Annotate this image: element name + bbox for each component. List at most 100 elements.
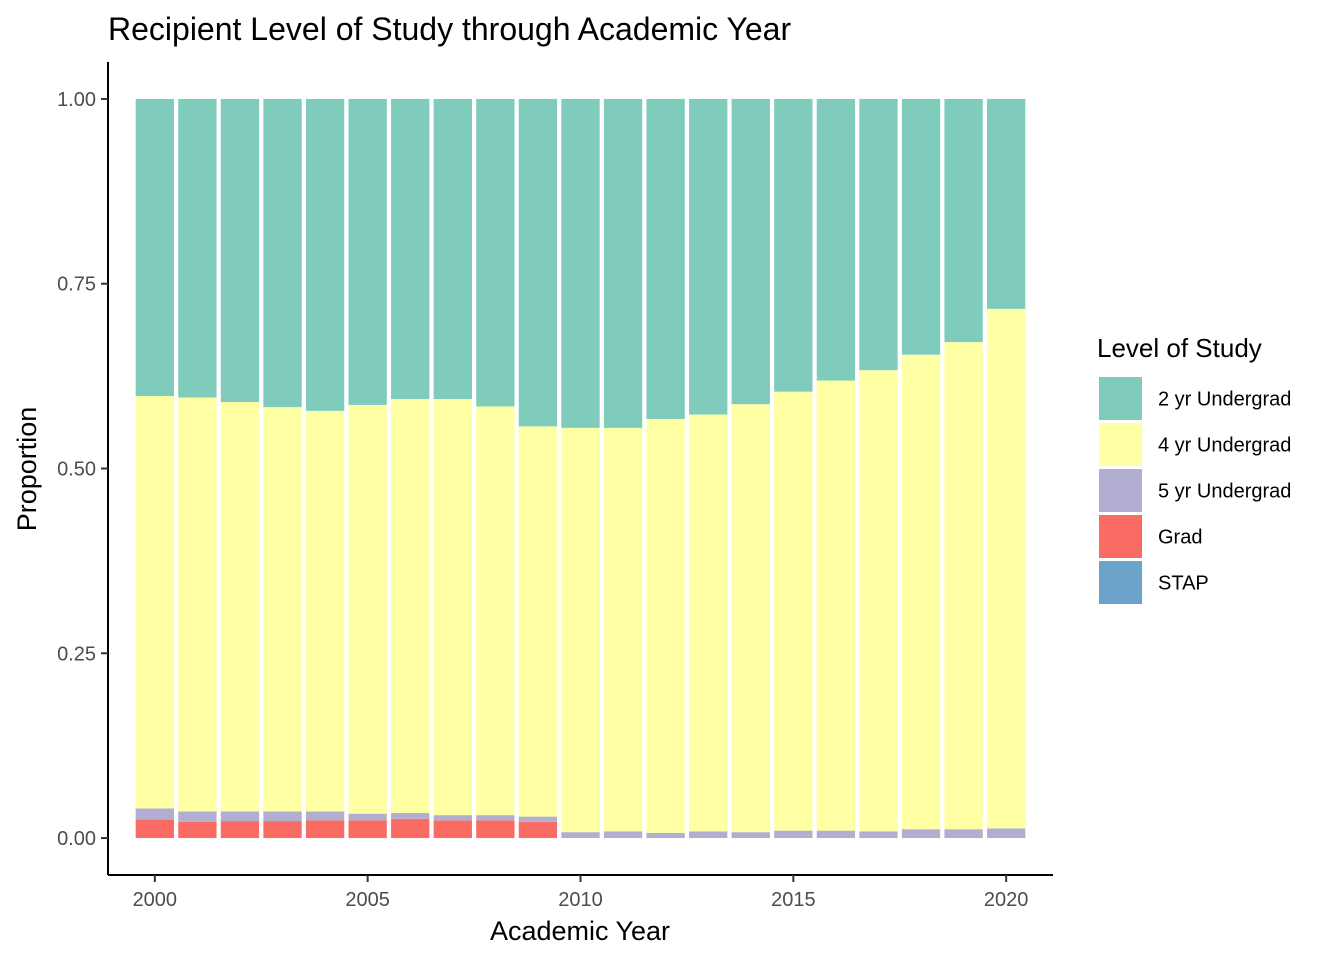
bar-segment-5-yr-undergrad-2004 <box>305 811 345 821</box>
bar-segment-2-yr-undergrad-2002 <box>220 98 260 402</box>
bar-segment-2-yr-undergrad-2015 <box>774 98 813 392</box>
bar-segment-4-yr-undergrad-2012 <box>646 418 685 833</box>
bar-segment-2-yr-undergrad-2007 <box>433 98 472 400</box>
bar-segment-5-yr-undergrad-2005 <box>348 813 387 821</box>
bar-segment-5-yr-undergrad-2006 <box>391 812 430 819</box>
bar-segment-5-yr-undergrad-2016 <box>816 830 856 839</box>
bar-segment-5-yr-undergrad-2017 <box>859 831 898 839</box>
bar-segment-2-yr-undergrad-2018 <box>901 98 941 355</box>
bar-segment-5-yr-undergrad-2012 <box>646 832 685 839</box>
x-axis-label: Academic Year <box>490 916 670 946</box>
bar-segment-2-yr-undergrad-2001 <box>178 98 217 398</box>
bar-segment-4-yr-undergrad-2007 <box>433 399 472 816</box>
legend-label: 5 yr Undergrad <box>1158 481 1291 503</box>
bar-segment-4-yr-undergrad-2001 <box>178 397 217 812</box>
y-tick-label: 0.75 <box>57 274 96 296</box>
bar-segment-5-yr-undergrad-2002 <box>220 811 260 822</box>
legend-label: 4 yr Undergrad <box>1158 435 1291 457</box>
bar-segment-5-yr-undergrad-2001 <box>178 811 217 822</box>
bar-segment-2-yr-undergrad-2010 <box>561 98 600 428</box>
legend-title: Level of Study <box>1097 333 1262 363</box>
bar-segment-4-yr-undergrad-2002 <box>220 401 260 812</box>
x-tick-label: 2010 <box>558 889 603 911</box>
legend: 2 yr Undergrad 4 yr Undergrad 5 yr Undergr… <box>1099 377 1291 604</box>
x-tick-label: 2000 <box>133 889 178 911</box>
bar-segment-2-yr-undergrad-2005 <box>348 98 387 405</box>
bar-segment-4-yr-undergrad-2019 <box>944 342 983 830</box>
bar-segment-5-yr-undergrad-2008 <box>476 815 515 821</box>
bar-segment-2-yr-undergrad-2017 <box>859 98 898 371</box>
bar-segment-4-yr-undergrad-2018 <box>901 354 941 830</box>
bars-group <box>135 98 1026 839</box>
bar-segment-4-yr-undergrad-2016 <box>816 380 856 831</box>
bar-segment-2-yr-undergrad-2020 <box>987 98 1026 309</box>
bar-segment-4-yr-undergrad-2003 <box>263 407 302 812</box>
bar-segment-2-yr-undergrad-2019 <box>944 98 983 343</box>
bar-segment-5-yr-undergrad-2020 <box>987 828 1026 839</box>
bar-segment-4-yr-undergrad-2006 <box>391 399 430 813</box>
x-tick-label: 2020 <box>984 889 1029 911</box>
bar-segment-5-yr-undergrad-2011 <box>603 831 643 839</box>
bar-segment-5-yr-undergrad-2010 <box>561 832 600 839</box>
y-tick-label: 0.50 <box>57 459 96 481</box>
bar-segment-2-yr-undergrad-2011 <box>603 98 643 428</box>
bar-segment-grad-2008 <box>476 820 515 839</box>
bar-segment-2-yr-undergrad-2013 <box>689 98 728 415</box>
bar-segment-grad-2001 <box>178 821 217 839</box>
bar-segment-grad-2009 <box>518 821 558 839</box>
bar-segment-2-yr-undergrad-2004 <box>305 98 345 411</box>
bar-segment-grad-2002 <box>220 821 260 839</box>
chart-title: Recipient Level of Study through Academi… <box>108 11 791 47</box>
bar-segment-4-yr-undergrad-2017 <box>859 370 898 832</box>
x-tick-label: 2015 <box>771 889 816 911</box>
bar-segment-5-yr-undergrad-2014 <box>731 832 770 839</box>
y-tick-label: 0.25 <box>57 643 96 665</box>
bar-segment-4-yr-undergrad-2020 <box>987 308 1026 829</box>
bar-segment-4-yr-undergrad-2014 <box>731 404 770 833</box>
bar-segment-grad-2003 <box>263 821 302 839</box>
bar-segment-2-yr-undergrad-2003 <box>263 98 302 408</box>
bar-segment-2-yr-undergrad-2000 <box>135 98 174 397</box>
bar-segment-grad-2006 <box>391 818 430 839</box>
bar-segment-5-yr-undergrad-2018 <box>901 829 941 839</box>
bar-segment-2-yr-undergrad-2006 <box>391 98 430 400</box>
legend-key-2-yr-undergrad <box>1099 377 1142 420</box>
bar-segment-4-yr-undergrad-2009 <box>518 426 558 817</box>
bar-segment-5-yr-undergrad-2009 <box>518 816 558 822</box>
bar-segment-5-yr-undergrad-2003 <box>263 811 302 822</box>
bar-segment-grad-2005 <box>348 820 387 839</box>
bar-segment-5-yr-undergrad-2007 <box>433 815 472 821</box>
bar-segment-4-yr-undergrad-2010 <box>561 427 600 833</box>
y-tick-label: 0.00 <box>57 828 96 850</box>
bar-segment-4-yr-undergrad-2015 <box>774 391 813 831</box>
bar-segment-4-yr-undergrad-2011 <box>603 427 643 832</box>
bar-segment-4-yr-undergrad-2013 <box>689 414 728 832</box>
bar-segment-2-yr-undergrad-2016 <box>816 98 856 381</box>
bar-segment-2-yr-undergrad-2014 <box>731 98 770 405</box>
legend-label: Grad <box>1158 527 1202 549</box>
legend-key-stap <box>1099 561 1142 604</box>
bar-segment-grad-2004 <box>305 820 345 839</box>
y-tick-label: 1.00 <box>57 89 96 111</box>
x-tick-label: 2005 <box>345 889 390 911</box>
bar-segment-5-yr-undergrad-2019 <box>944 829 983 839</box>
bar-segment-2-yr-undergrad-2012 <box>646 98 685 419</box>
bar-segment-grad-2007 <box>433 820 472 839</box>
bar-segment-2-yr-undergrad-2008 <box>476 98 515 407</box>
legend-label: 2 yr Undergrad <box>1158 389 1291 411</box>
bar-segment-grad-2000 <box>135 819 174 839</box>
legend-key-grad <box>1099 515 1142 558</box>
legend-key-4-yr-undergrad <box>1099 423 1142 466</box>
bar-segment-4-yr-undergrad-2000 <box>135 396 174 809</box>
axes-group: 0.00 0.25 0.50 0.75 1.00 2000 2005 2010 2015 2020 <box>57 62 1053 911</box>
bar-segment-5-yr-undergrad-2015 <box>774 830 813 839</box>
bar-segment-2-yr-undergrad-2009 <box>518 98 558 427</box>
bar-segment-4-yr-undergrad-2008 <box>476 406 515 816</box>
legend-key-5-yr-undergrad <box>1099 469 1142 512</box>
bar-segment-5-yr-undergrad-2013 <box>689 831 728 839</box>
legend-label: STAP <box>1158 573 1209 595</box>
bar-segment-4-yr-undergrad-2005 <box>348 404 387 814</box>
bar-segment-5-yr-undergrad-2000 <box>135 808 174 820</box>
